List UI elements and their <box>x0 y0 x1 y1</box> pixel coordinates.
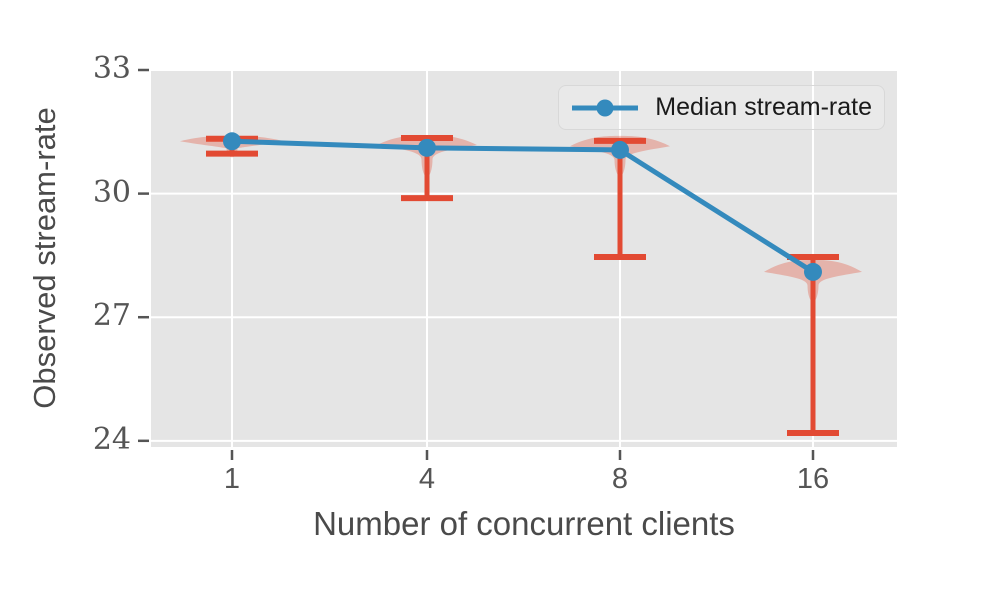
median-marker <box>418 138 436 157</box>
y-tick-label-30: 30 <box>92 174 131 210</box>
y-axis-label: Observed stream-rate <box>27 107 62 409</box>
median-marker <box>611 140 629 159</box>
x-tick-label-16: 16 <box>796 463 830 495</box>
legend-median-marker-icon <box>572 99 638 116</box>
x-tick-label-1: 1 <box>223 463 241 495</box>
y-tick-label-27: 27 <box>92 298 131 334</box>
legend: Median stream-rate <box>558 85 885 130</box>
median-line <box>231 138 815 275</box>
plot-background <box>151 70 897 447</box>
y-tick-label-24: 24 <box>92 421 131 457</box>
x-tick-label-4: 4 <box>418 463 436 495</box>
x-axis-label: Number of concurrent clients <box>313 505 735 542</box>
legend-label: Median stream-rate <box>655 93 872 121</box>
median-marker <box>804 262 822 281</box>
median-marker <box>223 132 241 151</box>
y-tick-label-33: 33 <box>92 51 131 87</box>
x-tick-label-8: 8 <box>611 463 629 495</box>
